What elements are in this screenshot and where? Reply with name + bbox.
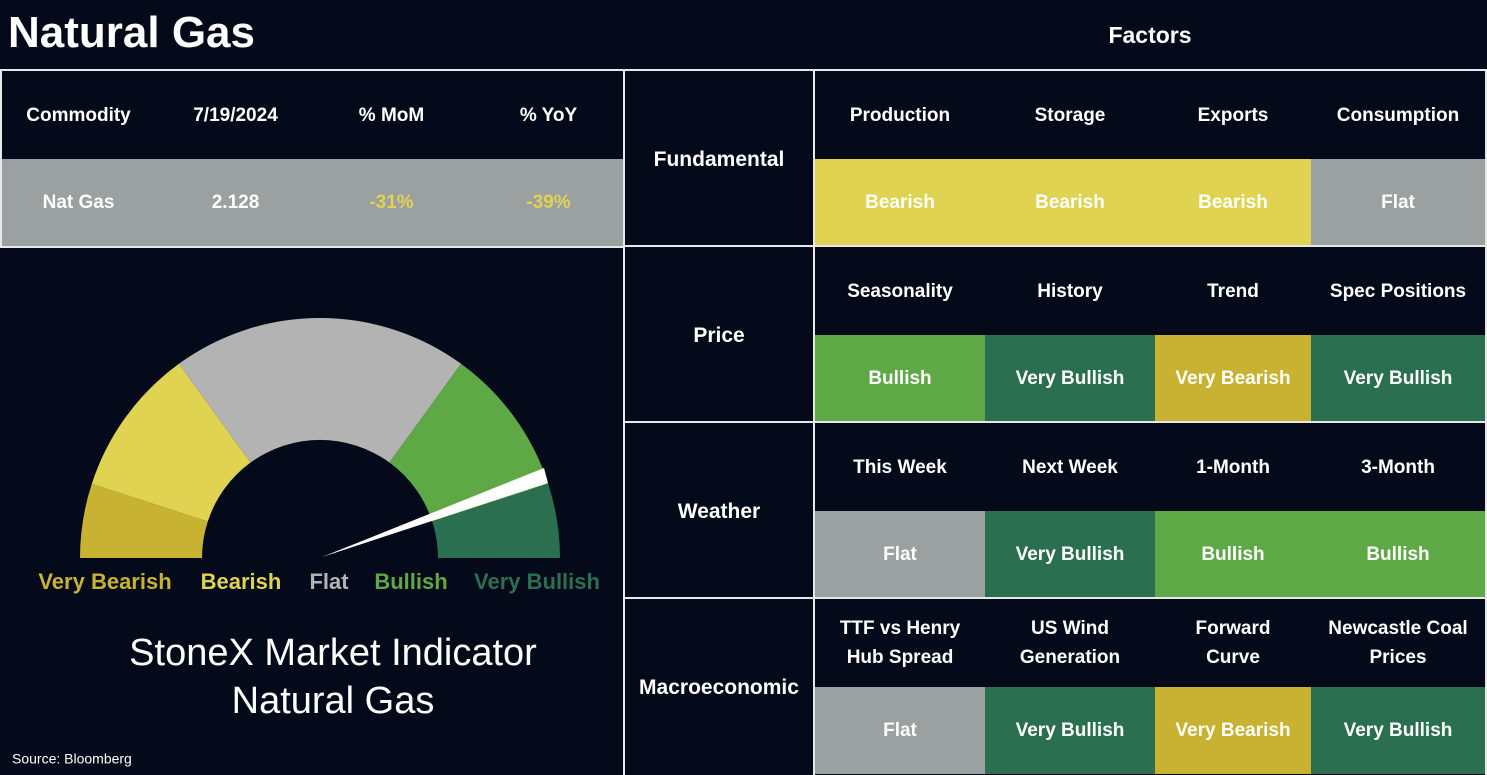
factor-signal: Very Bullish <box>985 511 1155 598</box>
factor-name: Seasonality <box>847 280 953 302</box>
factor-group: Weather <box>677 499 761 523</box>
divider <box>813 71 815 775</box>
factor-group: Price <box>693 323 745 347</box>
factor-name: Exports <box>1197 104 1269 126</box>
factor-name: Consumption <box>1336 104 1460 126</box>
gauge-segment <box>432 483 560 558</box>
factor-name: TTF vs Henry Hub Spread <box>839 618 961 668</box>
factor-signal: Very Bearish <box>1155 335 1311 422</box>
factor-signal: Very Bullish <box>985 335 1155 422</box>
table-cell: 2.128 <box>211 192 260 213</box>
gauge-needle <box>322 468 548 557</box>
factor-name: 3-Month <box>1361 456 1435 478</box>
divider <box>623 71 625 775</box>
source-note: Source: Bloomberg <box>12 751 132 767</box>
divider <box>0 246 625 248</box>
factor-name: Forward Curve <box>1195 618 1271 668</box>
factor-signal: Very Bullish <box>1311 687 1485 774</box>
table-cell: -31% <box>369 192 414 213</box>
divider <box>0 71 2 248</box>
table-header: 7/19/2024 <box>193 104 278 126</box>
factors-title: Factors <box>1108 21 1192 48</box>
page-title: Natural Gas <box>8 8 255 57</box>
gauge-segment <box>80 483 208 558</box>
factor-name: 1-Month <box>1196 456 1270 478</box>
factor-signal: Very Bearish <box>1155 687 1311 774</box>
factor-signal: Very Bullish <box>1311 335 1485 422</box>
factor-name: Next Week <box>1022 456 1118 478</box>
factor-name: Spec Positions <box>1329 280 1467 302</box>
divider <box>0 69 1487 71</box>
factor-name: Storage <box>1034 104 1106 126</box>
table-header: % YoY <box>519 104 578 126</box>
factor-name: US Wind Generation <box>1019 618 1121 668</box>
factor-signal: Flat <box>815 687 985 774</box>
factor-group: Fundamental <box>653 147 785 171</box>
divider <box>625 421 1487 423</box>
factor-signal: Bearish <box>985 159 1155 246</box>
gauge-label: Bullish <box>374 569 447 594</box>
factor-signal: Bullish <box>815 335 985 422</box>
gauge-segment <box>389 363 549 522</box>
divider <box>1485 71 1487 775</box>
factor-group: Macroeconomic <box>639 675 799 699</box>
gauge-label: Bearish <box>201 569 282 594</box>
factor-signal: Very Bullish <box>985 687 1155 774</box>
factor-signal: Bearish <box>1155 159 1311 246</box>
gauge-label: Very Bearish <box>38 569 171 594</box>
factor-signal: Bearish <box>815 159 985 246</box>
factor-name: History <box>1037 280 1103 302</box>
factor-signal: Flat <box>815 511 985 598</box>
table-cell: Nat Gas <box>42 192 115 213</box>
factor-name: Production <box>849 104 951 126</box>
table-header: % MoM <box>358 104 425 126</box>
factor-name: Newcastle Coal Prices <box>1328 618 1468 668</box>
table-row-bg <box>2 159 623 246</box>
table-cell: -39% <box>526 192 571 213</box>
factor-name: This Week <box>853 456 947 478</box>
table-header: Commodity <box>26 104 131 126</box>
divider <box>625 597 1487 599</box>
gauge-title: StoneX Market Indicator <box>129 632 537 674</box>
factor-name: Trend <box>1207 280 1259 302</box>
gauge-segment <box>91 363 251 522</box>
gauge: Very Bearish Bearish Flat Bullish Very B… <box>12 317 600 767</box>
factor-signal: Bullish <box>1155 511 1311 598</box>
divider <box>625 245 1487 247</box>
gauge-segment <box>178 317 462 463</box>
factor-signal: Bullish <box>1311 511 1485 598</box>
gauge-label: Flat <box>309 569 349 594</box>
factor-signal: Flat <box>1311 159 1485 246</box>
gauge-title: Natural Gas <box>232 680 435 722</box>
gauge-label: Very Bullish <box>474 569 600 594</box>
